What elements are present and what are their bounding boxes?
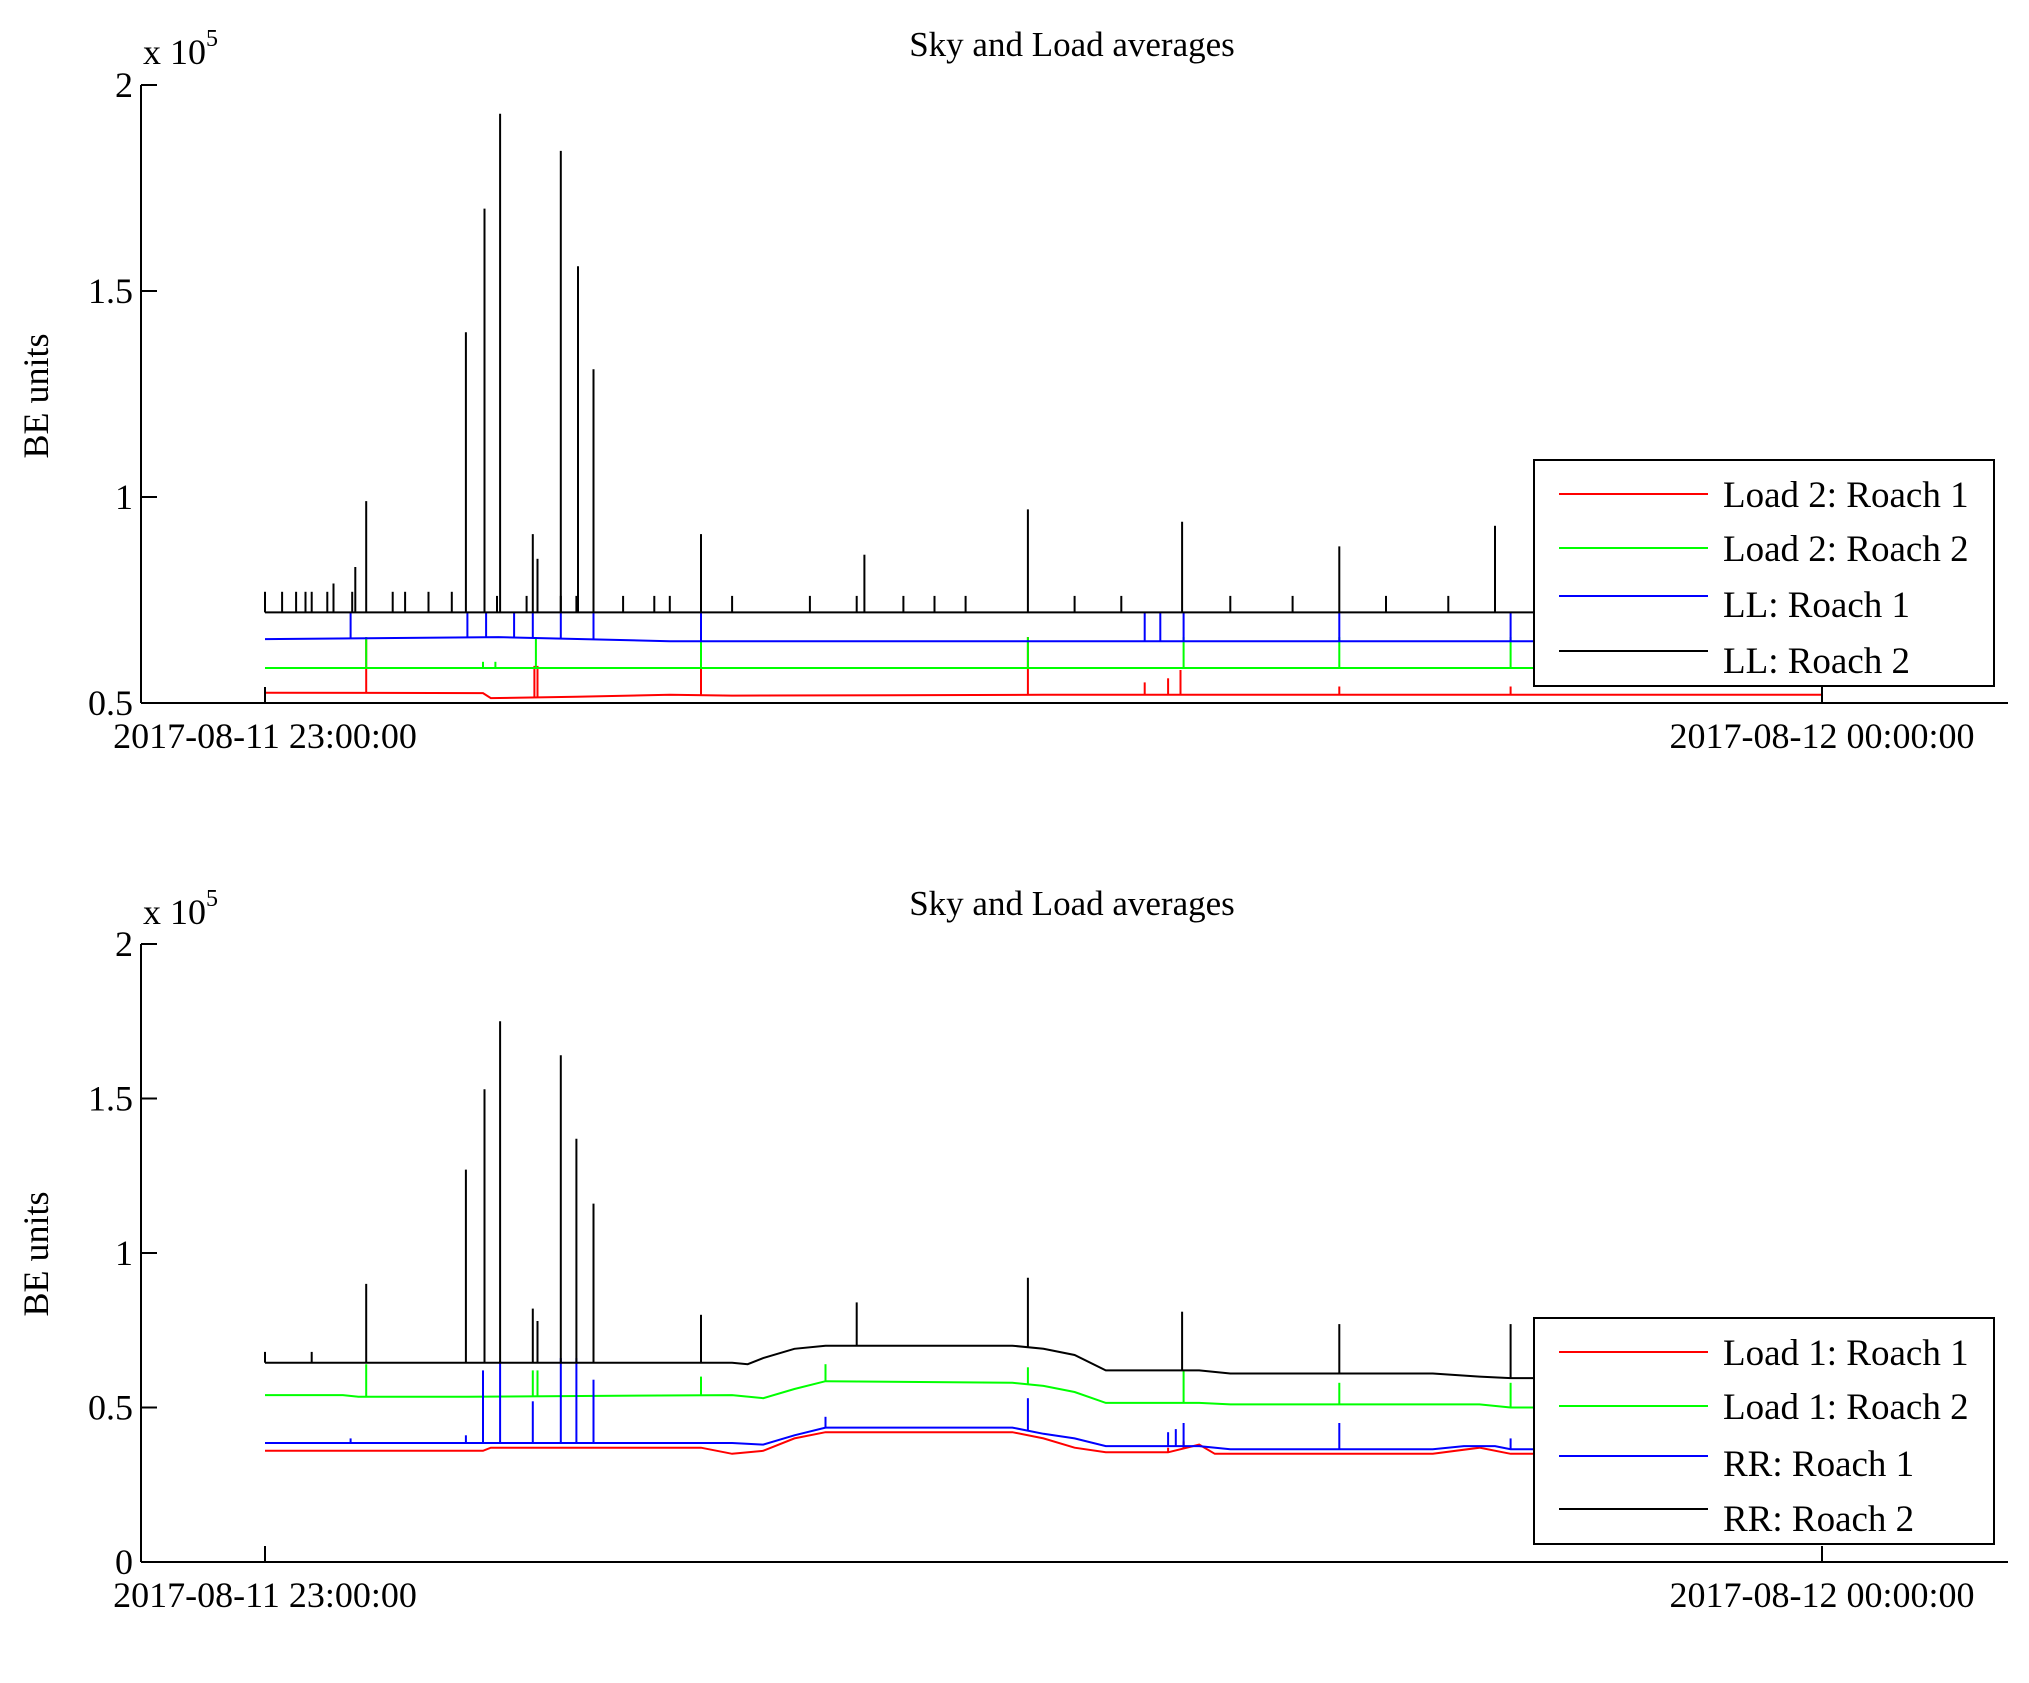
bottom-plot: Sky and Load averages x 105 BE units 0 0.… bbox=[16, 884, 2008, 1615]
top-y-multiplier: x 105 bbox=[143, 26, 218, 72]
bottom-legend-label-4: RR: Roach 2 bbox=[1723, 1499, 1914, 1540]
bottom-plot-title: Sky and Load averages bbox=[909, 884, 1235, 923]
bottom-legend-box bbox=[1533, 1317, 1995, 1545]
bottom-series-line-2 bbox=[265, 1380, 1822, 1409]
top-axes: 0.5 1 1.5 2 2017-08-11 23:00:00 2017-08-12 00… bbox=[88, 65, 2008, 756]
bottom-y-tick-label-1: 0 bbox=[115, 1542, 133, 1582]
top-x-tick-label-2: 2017-08-12 00:00:00 bbox=[1670, 716, 1975, 756]
top-x-tick-label-1: 2017-08-11 23:00:00 bbox=[113, 716, 417, 756]
top-y-tick-label-1: 0.5 bbox=[88, 683, 133, 723]
top-y-tick-label-2: 1 bbox=[115, 477, 133, 517]
bottom-series-layer bbox=[264, 1021, 1822, 1455]
bottom-series-line-4 bbox=[265, 1344, 1822, 1380]
top-series-line-3 bbox=[264, 636, 1822, 643]
top-y-multiplier-exponent: 5 bbox=[206, 26, 218, 52]
bottom-legend-label-2: Load 1: Roach 2 bbox=[1723, 1387, 1969, 1428]
top-y-tick-label-4: 2 bbox=[115, 65, 133, 105]
bottom-y-tick-label-2: 0.5 bbox=[88, 1388, 133, 1428]
top-series-line-1 bbox=[264, 691, 1822, 700]
bottom-axes: 0 0.5 1 1.5 2 2017-08-11 23:00:00 2017-08-12 0… bbox=[88, 924, 2008, 1615]
top-legend-box bbox=[1533, 459, 1995, 687]
bottom-y-multiplier-base: x 10 bbox=[143, 892, 206, 932]
top-plot: Sky and Load averages x 105 BE units 0.5… bbox=[16, 25, 2008, 756]
top-legend-label-2: Load 2: Roach 2 bbox=[1723, 529, 1969, 570]
top-y-multiplier-base: x 10 bbox=[143, 32, 206, 72]
bottom-x-tick-label-2: 2017-08-12 00:00:00 bbox=[1670, 1575, 1975, 1615]
top-y-axis-label: BE units bbox=[16, 333, 56, 458]
top-y-tick-label-3: 1.5 bbox=[88, 271, 133, 311]
top-legend-label-1: Load 2: Roach 1 bbox=[1723, 475, 1969, 516]
top-series-layer bbox=[264, 113, 1822, 700]
bottom-y-multiplier: x 105 bbox=[143, 886, 218, 932]
bottom-x-tick-label-1: 2017-08-11 23:00:00 bbox=[113, 1575, 417, 1615]
bottom-y-axis-label: BE units bbox=[16, 1191, 56, 1316]
bottom-legend-label-1: Load 1: Roach 1 bbox=[1723, 1333, 1969, 1374]
bottom-y-multiplier-exponent: 5 bbox=[206, 886, 218, 912]
top-plot-title: Sky and Load averages bbox=[909, 25, 1235, 64]
bottom-y-tick-label-4: 1.5 bbox=[88, 1079, 133, 1119]
top-legend: Load 2: Roach 1 Load 2: Roach 2 LL: Roac… bbox=[1533, 459, 1995, 687]
bottom-legend: Load 1: Roach 1 Load 1: Roach 2 RR: Roac… bbox=[1533, 1317, 1995, 1545]
top-legend-label-4: LL: Roach 2 bbox=[1723, 641, 1910, 682]
bottom-series-line-3 bbox=[265, 1426, 1822, 1451]
top-legend-label-3: LL: Roach 1 bbox=[1723, 585, 1910, 626]
bottom-legend-label-3: RR: Roach 1 bbox=[1723, 1444, 1914, 1485]
bottom-y-tick-label-5: 2 bbox=[115, 924, 133, 964]
bottom-series-line-1 bbox=[265, 1431, 1822, 1455]
bottom-y-tick-label-3: 1 bbox=[115, 1233, 133, 1273]
